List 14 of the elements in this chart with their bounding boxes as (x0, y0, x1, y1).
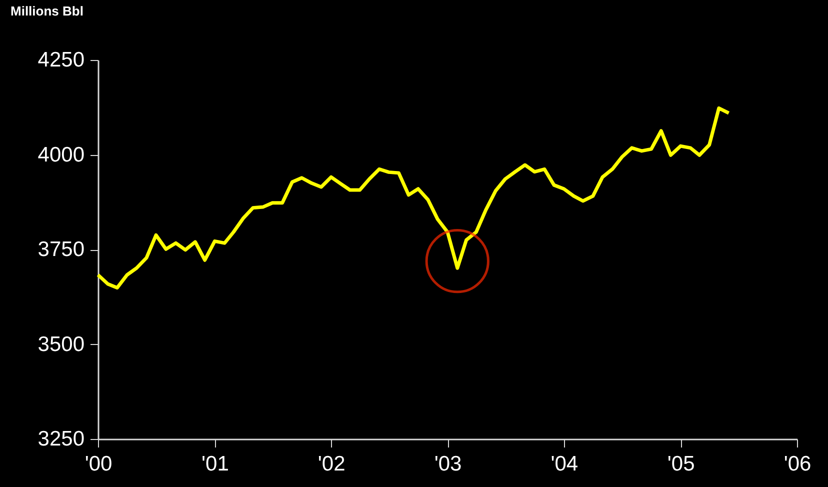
x-tick-label: '02 (318, 452, 346, 476)
y-tick-label: 3250 (38, 428, 84, 450)
y-tick-label: 3750 (38, 238, 84, 261)
x-tick-label: '06 (784, 452, 812, 476)
x-tick-label: '01 (202, 452, 229, 476)
x-tick-label: '04 (550, 452, 578, 476)
y-tick-label: 4000 (38, 143, 84, 166)
line-series (96, 106, 731, 290)
x-tick-label: '00 (84, 452, 112, 476)
y-axis-title: Millions Bbl (10, 4, 84, 18)
x-tick-label: '03 (434, 452, 462, 476)
y-tick-label: 3500 (38, 332, 84, 356)
x-tick-label: '05 (667, 452, 695, 476)
y-tick-label: 4250 (38, 48, 84, 72)
